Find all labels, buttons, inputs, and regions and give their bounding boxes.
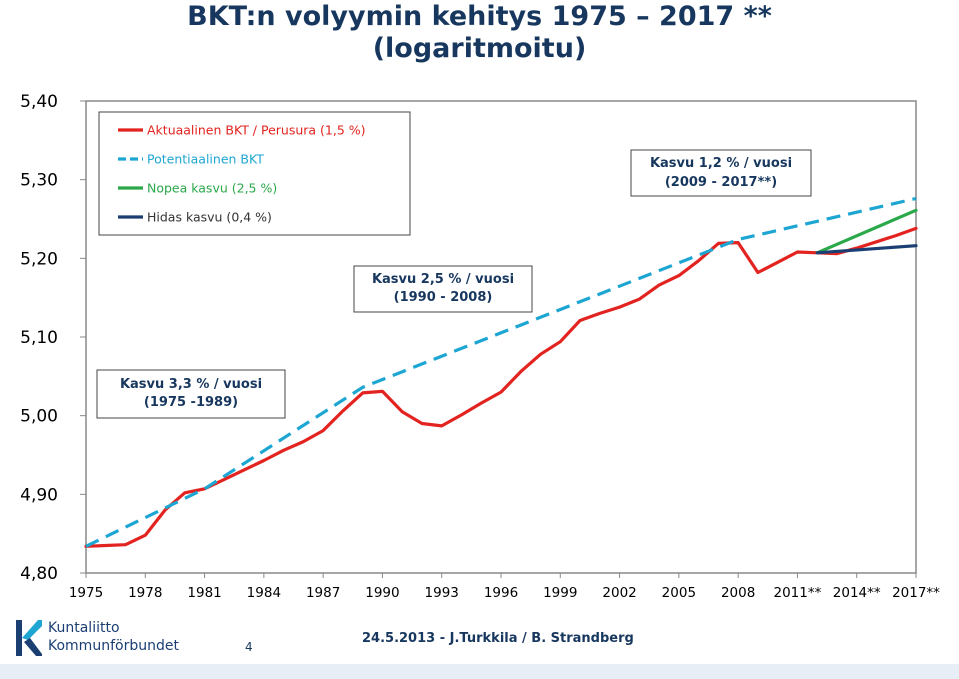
x-tick-label: 2008 <box>721 585 755 601</box>
series-line-4 <box>815 244 918 255</box>
y-tick-label: 5,10 <box>20 328 58 348</box>
annotation-1-line2: (2009 - 2017**) <box>665 175 777 190</box>
legend: Aktuaalinen BKT / Perusura (1,5 %) Potent… <box>98 111 411 236</box>
x-tick-label: 1987 <box>306 585 340 601</box>
logo-text-line1: Kuntaliitto <box>48 620 120 636</box>
y-tick-label: 5,40 <box>20 92 58 112</box>
logo-text-line2: Kommunförbundet <box>48 638 179 654</box>
y-tick-label: 4,80 <box>20 564 58 584</box>
x-tick-label: 1984 <box>247 585 281 601</box>
x-tick-label: 2005 <box>662 585 696 601</box>
chart-title-line2: (logaritmoitu) <box>372 33 587 64</box>
legend-label-2: Potentiaalinen BKT <box>147 152 264 167</box>
x-tick-label: 1990 <box>365 585 399 601</box>
chart-title-line1: BKT:n volyymin kehitys 1975 – 2017 ** <box>187 1 772 32</box>
kuntaliitto-logo-icon <box>16 620 42 656</box>
legend-label-4: Hidas kasvu (0,4 %) <box>147 210 272 225</box>
annotation-box-1: Kasvu 1,2 % / vuosi (2009 - 2017**) <box>630 149 812 197</box>
x-tick-label: 1978 <box>128 585 162 601</box>
annotation-2-line2: (1990 - 2008) <box>394 290 493 305</box>
kuntaliitto-logo: Kuntaliitto Kommunförbundet <box>16 618 186 658</box>
x-tick-label: 2014** <box>833 585 881 601</box>
annotation-2-line1: Kasvu 2,5 % / vuosi <box>372 272 514 287</box>
x-tick-label: 2002 <box>602 585 636 601</box>
y-tick-label: 5,20 <box>20 249 58 269</box>
series-line-1 <box>84 226 918 548</box>
footer-bar <box>0 664 959 679</box>
y-tick-label: 4,90 <box>20 485 58 505</box>
page-number: 4 <box>245 640 253 654</box>
y-tick-label: 5,00 <box>20 407 58 427</box>
x-tick-label: 1996 <box>484 585 518 601</box>
annotation-3-line1: Kasvu 3,3 % / vuosi <box>120 377 262 392</box>
x-tick-label: 1993 <box>425 585 459 601</box>
x-tick-label: 1975 <box>69 585 103 601</box>
x-tick-label: 1981 <box>187 585 221 601</box>
annotation-1-line1: Kasvu 1,2 % / vuosi <box>650 156 792 171</box>
annotation-box-3: Kasvu 3,3 % / vuosi (1975 -1989) <box>96 369 286 419</box>
legend-label-3: Nopea kasvu (2,5 %) <box>147 181 277 196</box>
series-line-2 <box>85 196 917 548</box>
annotation-3-line2: (1975 -1989) <box>144 395 238 410</box>
footer-date-author: 24.5.2013 - J.Turkkila / B. Strandberg <box>362 631 634 646</box>
series-line-3 <box>815 208 918 255</box>
x-tick-label: 2011** <box>773 585 821 601</box>
legend-label-1: Aktuaalinen BKT / Perusura (1,5 %) <box>147 123 366 138</box>
y-tick-label: 5,30 <box>20 171 58 191</box>
x-tick-label: 1999 <box>543 585 577 601</box>
x-tick-label: 2017** <box>892 585 940 601</box>
annotation-box-2: Kasvu 2,5 % / vuosi (1990 - 2008) <box>353 265 533 313</box>
